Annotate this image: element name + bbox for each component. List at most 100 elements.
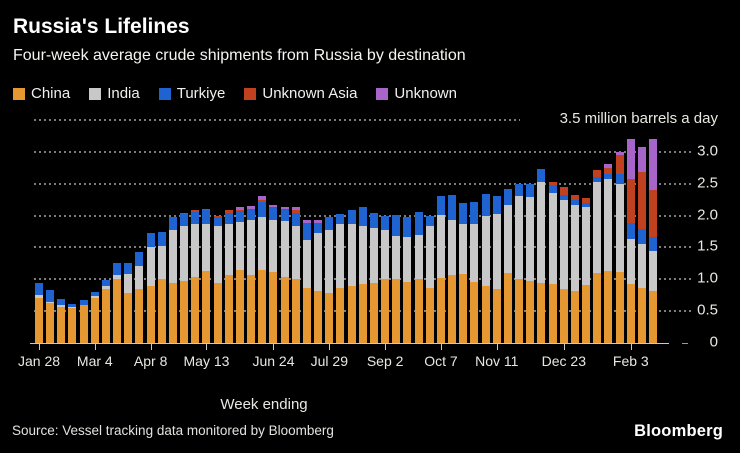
- bar-segment-turkiye: [224, 213, 233, 224]
- bar-segment-unknown: [269, 204, 278, 208]
- bar-segment-china: [436, 278, 445, 343]
- legend-item-unknown-asia: Unknown Asia: [244, 85, 357, 102]
- bar-segment-turkiye: [347, 210, 356, 225]
- bar-segment-unknown-asia: [649, 190, 658, 238]
- bar-segment-turkiye: [191, 211, 200, 224]
- gridline-3.5: [34, 119, 520, 121]
- bar-segment-china: [269, 272, 278, 343]
- bar-segment-unknown-asia: [291, 210, 300, 214]
- y-axis-label-0: 0: [709, 333, 718, 351]
- bar-segment-china: [191, 276, 200, 343]
- bar-segment-china: [325, 292, 334, 343]
- bar-segment-turkiye: [168, 217, 177, 231]
- x-axis-tick-jan-28: [39, 344, 40, 350]
- bar-segment-turkiye: [325, 217, 334, 230]
- bar-segment-turkiye: [448, 195, 457, 221]
- bar-segment-turkiye: [79, 299, 88, 305]
- bar-segment-china: [492, 288, 501, 343]
- bar-segment-india: [280, 221, 289, 277]
- bar-segment-china: [79, 304, 88, 343]
- chart-legend: China India Turkiye Unknown Asia Unknown: [13, 85, 457, 102]
- bar-segment-china: [157, 279, 166, 343]
- x-axis-line: [30, 343, 669, 344]
- x-axis-label-apr-8: Apr 8: [133, 353, 168, 369]
- bar-segment-china: [615, 271, 624, 343]
- bar-segment-india: [235, 221, 244, 271]
- bar-segment-turkiye: [146, 233, 155, 247]
- bar-segment-india: [168, 230, 177, 284]
- bar-segment-india: [459, 223, 468, 275]
- bar-segment-turkiye: [113, 262, 122, 275]
- x-axis-label-jul-29: Jul 29: [310, 353, 348, 369]
- bar-segment-china: [570, 290, 579, 343]
- bar-segment-china: [146, 286, 155, 343]
- bar-segment-india: [492, 214, 501, 289]
- bar-segment-unknown: [235, 207, 244, 210]
- bar-segment-china: [291, 278, 300, 343]
- bar-segment-india: [570, 204, 579, 291]
- bar-segment-india: [46, 301, 55, 304]
- bar-segment-india: [369, 227, 378, 284]
- bar-segment-turkiye: [68, 304, 77, 308]
- bar-segment-india: [526, 197, 535, 282]
- bar-segment-india: [392, 235, 401, 280]
- bar-segment-unknown: [258, 196, 267, 200]
- bar-segment-china: [381, 278, 390, 343]
- bar-segment-turkiye: [559, 195, 568, 201]
- x-axis-tick-sep-2: [385, 344, 387, 350]
- bar-segment-china: [202, 271, 211, 343]
- bar-segment-india: [593, 181, 602, 273]
- bar-segment-china: [526, 281, 535, 343]
- bar-segment-china: [302, 288, 311, 343]
- bar-segment-china: [235, 270, 244, 343]
- bar-segment-india: [213, 226, 222, 284]
- bar-segment-china: [168, 283, 177, 343]
- bar-segment-unknown: [291, 207, 300, 211]
- bar-segment-india: [124, 274, 133, 293]
- bar-segment-unknown-asia: [180, 213, 189, 215]
- bar-segment-india: [202, 224, 211, 271]
- bar-segment-china: [637, 287, 646, 343]
- bar-segment-turkiye: [649, 237, 658, 252]
- bar-segment-turkiye: [526, 184, 535, 198]
- bar-segment-turkiye: [157, 232, 166, 246]
- bar-segment-india: [381, 229, 390, 279]
- bar-segment-india: [559, 200, 568, 290]
- x-axis-tick-jun-24: [273, 344, 275, 350]
- bar-segment-turkiye: [124, 262, 133, 275]
- bar-segment-india: [325, 229, 334, 293]
- bar-segment-turkiye: [358, 207, 367, 227]
- bar-segment-turkiye: [492, 196, 501, 215]
- bloomberg-logo: Bloomberg: [634, 422, 723, 440]
- bar-segment-india: [302, 239, 311, 289]
- bar-segment-china: [124, 292, 133, 343]
- bar-segment-unknown: [649, 139, 658, 191]
- y-axis-label-3.0: 3.0: [697, 142, 718, 160]
- bar-segment-turkiye: [135, 251, 144, 266]
- china-swatch: [13, 87, 25, 100]
- x-axis-label-may-13: May 13: [183, 353, 230, 369]
- bar-segment-india: [582, 207, 591, 286]
- bar-segment-unknown-asia: [604, 168, 613, 174]
- bar-segment-china: [101, 289, 110, 343]
- bar-segment-turkiye: [593, 177, 602, 182]
- unknown-swatch: [376, 87, 389, 100]
- x-axis-label-mar-4: Mar 4: [76, 353, 113, 369]
- bar-segment-china: [392, 279, 401, 343]
- bar-segment-unknown-asia: [548, 182, 557, 185]
- bar-segment-india: [615, 183, 624, 272]
- bar-segment-turkiye: [90, 292, 99, 297]
- x-axis-label-jan-28: Jan 28: [17, 353, 61, 369]
- bar-segment-india: [68, 307, 77, 308]
- bar-segment-india: [604, 178, 613, 271]
- bar-segment-india: [291, 226, 300, 279]
- bar-segment-unknown: [615, 151, 624, 156]
- bar-segment-china: [414, 278, 423, 343]
- chart-subtitle: Four-week average crude shipments from R…: [13, 47, 466, 64]
- bar-segment-china: [503, 272, 512, 343]
- legend-label-unknown-asia: Unknown Asia: [262, 85, 358, 102]
- bar-segment-china: [280, 276, 289, 343]
- bar-segment-china: [258, 269, 267, 343]
- bar-segment-china: [247, 275, 256, 343]
- bar-segment-turkiye: [637, 228, 646, 245]
